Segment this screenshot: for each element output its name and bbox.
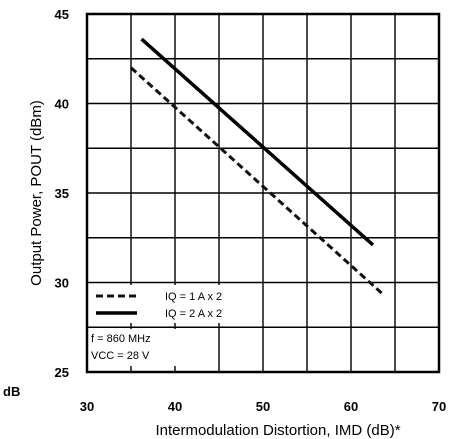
annotation-frequency: f = 860 MHz [91,333,151,345]
x-tick-label: 30 [80,399,94,414]
series-line-1 [129,66,383,295]
plot-border [85,12,441,374]
conditions-box [87,329,179,366]
x-tick-label: 40 [168,399,182,414]
y-tick-label: 25 [55,365,69,380]
y-tick-label: 30 [55,276,69,291]
series-layer [129,37,383,295]
legend-box [87,285,244,323]
y-axis-label: Output Power, POUT (dBm) [28,100,45,286]
y-tick-label: 40 [55,97,69,112]
x-tick-label: 70 [432,399,446,414]
series-line-2 [140,37,375,247]
y-tick-label: 35 [55,186,69,201]
x-tick-label: 50 [256,399,270,414]
tick-layer: 30 40 50 60 70 25 30 35 40 45 [55,7,447,414]
legend-label-iq-1a: IQ = 1 A x 2 [165,291,222,303]
grid-layer [87,14,439,372]
x-tick-label: 60 [344,399,358,414]
y-tick-label: 45 [55,7,69,22]
corner-note: dB [3,384,20,399]
legend-label-iq-2a: IQ = 2 A x 2 [165,308,222,320]
annotation-vcc: VCC = 28 V [91,350,150,362]
x-axis-label: Intermodulation Distortion, IMD (dB)* [155,422,400,439]
